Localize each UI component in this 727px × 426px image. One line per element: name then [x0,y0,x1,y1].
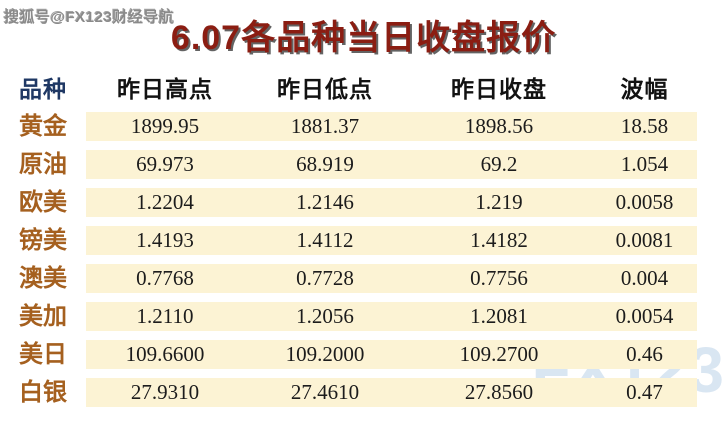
column-header-instrument: 品种 [19,76,67,102]
column-header-prev-low: 昨日低点 [277,76,373,102]
prev-low-value: 68.919 [244,150,406,179]
range-value: 0.0081 [592,226,697,255]
prev-close-value: 27.8560 [406,378,592,407]
prev-low-value: 1.4112 [244,226,406,255]
quotes-table: 品种 昨日高点 昨日低点 昨日收盘 波幅 黄金 1899.95 1881.37 189… [0,70,727,416]
instrument-name: 白银 [19,379,67,406]
prev-low-value: 0.7728 [244,264,406,293]
instrument-name: 镑美 [19,227,67,254]
table-row: 镑美 1.4193 1.4112 1.4182 0.0081 [0,226,727,255]
instrument-name: 美日 [19,341,67,368]
prev-close-value: 1.2081 [406,302,592,331]
sohu-byline: 搜狐号@FX123财经导航 [4,9,175,26]
prev-high-value: 1.2110 [86,302,244,331]
prev-close-value: 69.2 [406,150,592,179]
table-row: 澳美 0.7768 0.7728 0.7756 0.004 [0,264,727,293]
range-value: 0.004 [592,264,697,293]
instrument-name: 澳美 [19,265,67,292]
prev-close-value: 0.7756 [406,264,592,293]
prev-low-value: 27.4610 [244,378,406,407]
prev-high-value: 1899.95 [86,112,244,141]
column-header-range: 波幅 [620,76,669,102]
table-row: 原油 69.973 68.919 69.2 1.054 [0,150,727,179]
instrument-name: 欧美 [19,189,67,216]
range-value: 0.0058 [592,188,697,217]
table-body: 黄金 1899.95 1881.37 1898.56 18.58 原油 69.973 68.9… [0,112,727,407]
prev-high-value: 27.9310 [86,378,244,407]
range-value: 0.0054 [592,302,697,331]
range-value: 0.47 [592,378,697,407]
prev-close-value: 1898.56 [406,112,592,141]
instrument-name: 美加 [19,303,67,330]
table-row: 美加 1.2110 1.2056 1.2081 0.0054 [0,302,727,331]
prev-close-value: 109.2700 [406,340,592,369]
prev-high-value: 109.6600 [86,340,244,369]
prev-close-value: 1.4182 [406,226,592,255]
column-header-prev-high: 昨日高点 [117,76,213,102]
column-header-prev-close: 昨日收盘 [451,76,547,102]
table-row: 美日 109.6600 109.2000 109.2700 0.46 [0,340,727,369]
prev-high-value: 1.4193 [86,226,244,255]
prev-high-value: 0.7768 [86,264,244,293]
table-header-row: 品种 昨日高点 昨日低点 昨日收盘 波幅 [0,70,727,104]
prev-low-value: 1.2056 [244,302,406,331]
instrument-name: 原油 [19,151,67,178]
prev-low-value: 109.2000 [244,340,406,369]
range-value: 1.054 [592,150,697,179]
table-row: 欧美 1.2204 1.2146 1.219 0.0058 [0,188,727,217]
range-value: 0.46 [592,340,697,369]
range-value: 18.58 [592,112,697,141]
prev-low-value: 1881.37 [244,112,406,141]
table-row: 黄金 1899.95 1881.37 1898.56 18.58 [0,112,727,141]
prev-high-value: 69.973 [86,150,244,179]
instrument-name: 黄金 [19,113,67,140]
prev-close-value: 1.219 [406,188,592,217]
table-row: 白银 27.9310 27.4610 27.8560 0.47 [0,378,727,407]
prev-low-value: 1.2146 [244,188,406,217]
prev-high-value: 1.2204 [86,188,244,217]
page-title: 6.07各品种当日收盘报价 [170,19,557,57]
